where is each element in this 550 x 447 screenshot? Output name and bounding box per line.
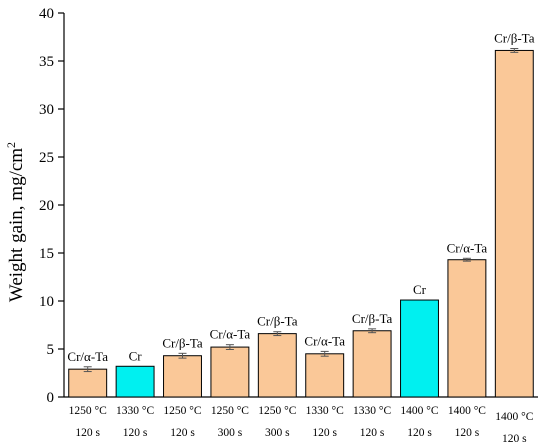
y-axis-label-superscript: 2 xyxy=(4,142,18,148)
bar-label: Cr/β-Ta xyxy=(352,311,393,326)
x-category-temp: 1330 °C xyxy=(306,405,344,417)
bar xyxy=(494,49,534,398)
x-category-temp: 1250 °C xyxy=(258,405,296,417)
bar xyxy=(163,355,202,398)
bar-label: Cr/β-Ta xyxy=(494,31,535,46)
y-tick-label: 30 xyxy=(39,102,54,118)
bar-label: Cr/β-Ta xyxy=(162,335,203,350)
bar xyxy=(400,299,439,398)
bar xyxy=(210,346,250,398)
x-category-time: 120 s xyxy=(455,427,480,439)
bar-label: Cr/α-Ta xyxy=(210,327,251,342)
bar xyxy=(257,333,297,398)
y-tick-label: 35 xyxy=(39,54,54,70)
x-category-temp: 1250 °C xyxy=(163,405,201,417)
x-category-time: 120 s xyxy=(75,427,100,439)
bar xyxy=(447,259,487,398)
x-category-time: 120 s xyxy=(170,427,195,439)
bar xyxy=(305,353,345,398)
x-category-temp: 1400 °C xyxy=(495,411,533,423)
bar-label: Cr xyxy=(413,282,427,297)
x-category-time: 120 s xyxy=(312,427,337,439)
x-category-temp: 1250 °C xyxy=(211,405,249,417)
bar-label: Cr/α-Ta xyxy=(67,349,108,364)
x-category-time: 120 s xyxy=(407,427,432,439)
bar-label: Cr/β-Ta xyxy=(257,314,298,329)
y-tick-label: 25 xyxy=(39,150,54,166)
bar-label: Cr xyxy=(129,348,143,363)
y-tick-label: 20 xyxy=(39,198,54,214)
x-category-time: 120 s xyxy=(502,433,527,445)
y-axis-label: Weight gain, mg/cm2 xyxy=(4,142,27,302)
y-tick-label: 15 xyxy=(39,246,54,262)
x-category-temp: 1330 °C xyxy=(353,405,391,417)
x-category-temp: 1250 °C xyxy=(69,405,107,417)
x-category-time: 120 s xyxy=(123,427,148,439)
y-tick-label: 5 xyxy=(47,342,55,358)
y-tick-label: 40 xyxy=(39,6,54,22)
bar-label: Cr/α-Ta xyxy=(304,333,345,348)
y-tick-label: 10 xyxy=(39,294,54,310)
x-category-temp: 1330 °C xyxy=(116,405,154,417)
x-category-time: 300 s xyxy=(265,427,290,439)
bar xyxy=(68,368,108,398)
x-category-temp: 1400 °C xyxy=(448,405,486,417)
bar xyxy=(352,330,392,398)
y-tick-label: 0 xyxy=(47,390,55,406)
x-category-time: 300 s xyxy=(218,427,243,439)
bar xyxy=(115,365,155,398)
x-category-time: 120 s xyxy=(360,427,385,439)
x-category-temp: 1400 °C xyxy=(400,405,438,417)
bar-label: Cr/α-Ta xyxy=(447,240,488,255)
